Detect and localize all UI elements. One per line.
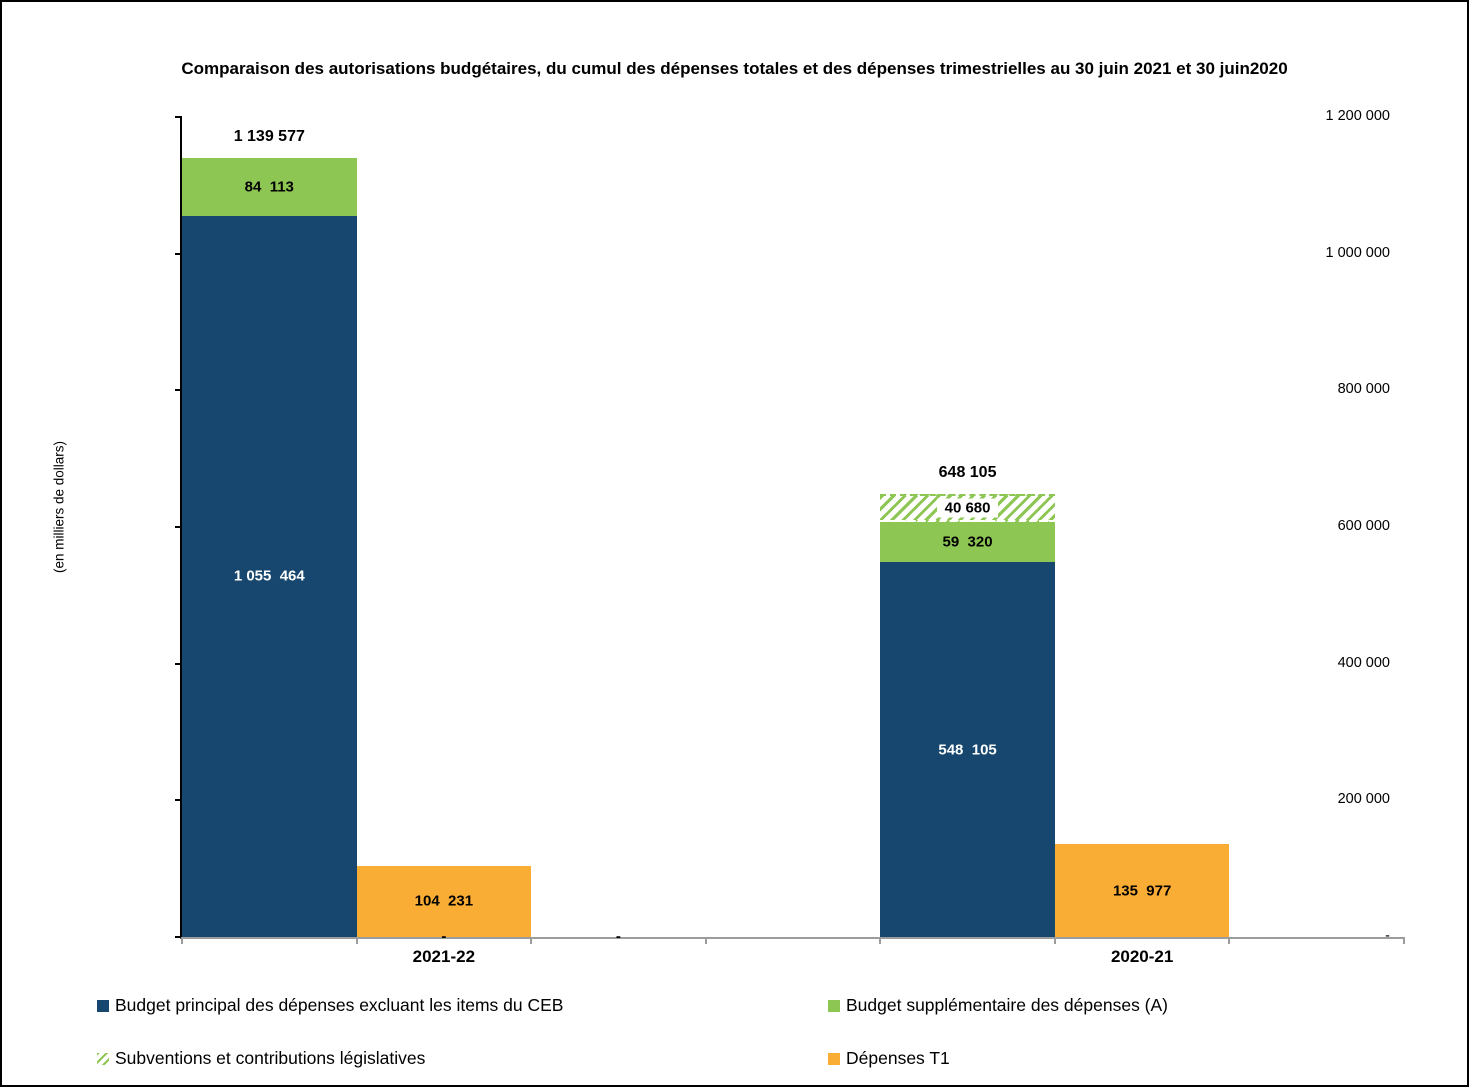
value-label-principal: 1 055 464 bbox=[233, 567, 305, 585]
legend-swatch-green bbox=[828, 999, 840, 1012]
value-label-supplementaire: 84 113 bbox=[244, 178, 294, 196]
legend-label: Budget principal des dépenses excluant l… bbox=[115, 995, 564, 1015]
x-category-label-2021-22: 2021-22 bbox=[412, 947, 476, 966]
y-tick-label: - bbox=[1385, 928, 1390, 944]
x-tick-mark bbox=[1403, 937, 1405, 944]
bar-segment-principal-2020-21 bbox=[880, 562, 1055, 937]
bar-depenses-t1-2020-21 bbox=[1054, 844, 1230, 937]
y-tick-label: 1 200 000 bbox=[1325, 108, 1390, 124]
y-tick-label: 1 000 000 bbox=[1325, 244, 1390, 261]
y-tick-mark bbox=[175, 252, 182, 255]
legend-swatch-orange bbox=[828, 1052, 840, 1065]
legend-label: Subventions et contributions législative… bbox=[115, 1048, 426, 1068]
zero-value-marker: - bbox=[441, 928, 447, 945]
x-tick-mark bbox=[879, 937, 882, 944]
total-label-2021-22: 1 139 577 bbox=[233, 128, 305, 146]
bar-segment-principal-2021-22 bbox=[182, 215, 357, 937]
value-label-depenses-t1: 104 231 bbox=[414, 892, 474, 910]
y-tick-label: 800 000 bbox=[1337, 381, 1390, 398]
legend-item-budget-supplementaire: Budget supplémentaire des dépenses (A) bbox=[828, 995, 1168, 1016]
value-label-depenses-t1: 135 977 bbox=[1112, 882, 1172, 900]
legend-swatch-dark-blue bbox=[97, 999, 109, 1012]
x-tick-mark bbox=[704, 937, 707, 944]
x-tick-mark bbox=[181, 937, 183, 944]
bar-depenses-t1-2021-22 bbox=[356, 865, 532, 937]
y-tick-mark bbox=[175, 662, 182, 665]
legend-item-subventions: Subventions et contributions législative… bbox=[97, 1048, 425, 1069]
plot-area: - 200 000 400 000 600 000 800 000 1 000 000 1 … bbox=[175, 108, 1405, 966]
legend-label: Dépenses T1 bbox=[846, 1048, 950, 1068]
legend-item-budget-principal: Budget principal des dépenses excluant l… bbox=[97, 995, 563, 1016]
y-axis-title: (en milliers de dollars) bbox=[51, 440, 67, 574]
legend-swatch-hatched bbox=[97, 1052, 109, 1065]
legend-label: Budget supplémentaire des dépenses (A) bbox=[846, 995, 1169, 1015]
total-label-2020-21: 648 105 bbox=[938, 464, 997, 482]
x-category-label-2020-21: 2020-21 bbox=[1110, 947, 1174, 966]
y-tick-mark bbox=[175, 389, 182, 392]
y-tick-mark bbox=[175, 116, 182, 118]
value-label-principal: 548 105 bbox=[938, 741, 997, 759]
y-tick-label: 400 000 bbox=[1337, 654, 1390, 671]
x-tick-mark bbox=[1228, 937, 1231, 944]
y-tick-mark bbox=[175, 936, 182, 938]
value-label-subventions: 40 680 bbox=[936, 498, 999, 518]
zero-value-marker: - bbox=[615, 928, 621, 945]
bar-segment-supplementaire-2020-21 bbox=[880, 521, 1055, 563]
x-tick-mark bbox=[1053, 937, 1056, 944]
y-tick-label: 600 000 bbox=[1337, 518, 1390, 534]
chart-title: Comparaison des autorisations budgétaire… bbox=[181, 59, 1288, 78]
legend-item-depenses-t1: Dépenses T1 bbox=[828, 1048, 950, 1069]
y-tick-mark bbox=[175, 799, 182, 802]
x-tick-mark bbox=[530, 937, 533, 944]
y-tick-label: 200 000 bbox=[1337, 791, 1390, 808]
y-tick-mark bbox=[175, 526, 182, 528]
bar-segment-supplementaire-2021-22 bbox=[182, 158, 357, 216]
value-label-supplementaire: 59 320 bbox=[942, 533, 993, 551]
x-tick-mark bbox=[355, 937, 358, 944]
